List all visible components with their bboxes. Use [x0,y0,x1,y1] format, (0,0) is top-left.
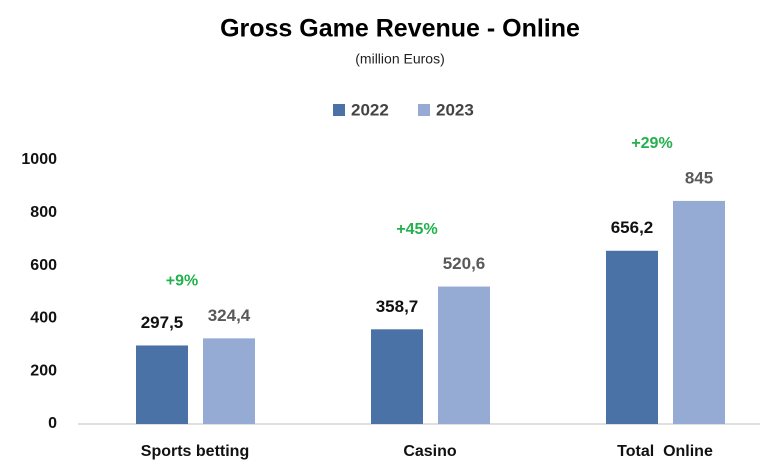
annotation: +9% [166,273,198,290]
legend-swatch [333,104,345,116]
chart-subtitle: (million Euros) [355,51,444,67]
x-tick-label: Total Online [617,443,713,460]
y-tick-label: 400 [30,310,57,327]
data-label: 845 [685,168,713,187]
legend-label: 2023 [436,100,474,119]
bar [136,345,188,424]
annotation: +45% [396,221,437,238]
bar [606,250,658,424]
x-tick-label: Casino [403,443,457,460]
annotation: +29% [631,135,672,152]
data-label: 520,6 [443,254,486,273]
bar [673,200,725,424]
x-tick-label: Sports betting [141,443,249,460]
legend-label: 2022 [351,100,389,119]
y-tick-label: 0 [48,415,57,432]
data-label: 324,4 [208,306,251,325]
data-label: 297,5 [141,313,184,332]
legend-swatch [418,104,430,116]
y-tick-label: 1000 [21,151,57,168]
y-tick-label: 200 [30,362,57,379]
chart-title: Gross Game Revenue - Online [220,15,580,43]
data-label: 358,7 [376,297,419,316]
bar [371,329,423,424]
y-tick-label: 600 [30,257,57,274]
bar [438,286,490,424]
y-tick-label: 800 [30,204,57,221]
data-label: 656,2 [611,218,654,237]
bar [203,338,255,424]
